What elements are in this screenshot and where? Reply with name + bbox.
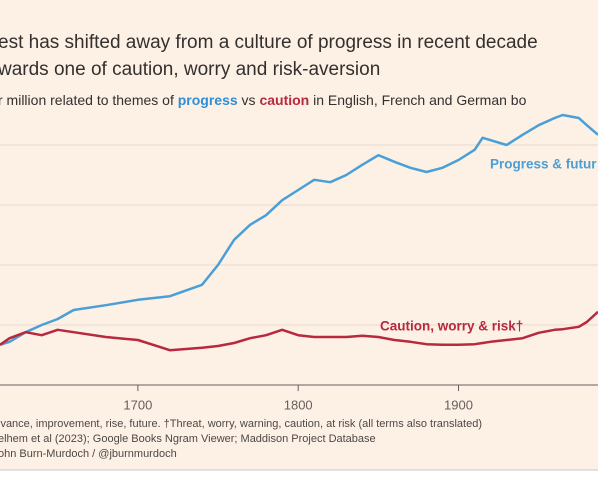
background (0, 0, 598, 470)
series-label: Caution, worry & risk† (380, 319, 523, 334)
subtitle-part: caution (259, 92, 309, 108)
subtitle-part: progress (178, 92, 238, 108)
title-line: wards one of caution, worry and risk-ave… (0, 59, 380, 80)
subtitle-part: in English, French and German bo (309, 92, 526, 108)
subtitle-part: vs (238, 92, 260, 108)
subtitle-part: r million related to themes of (0, 92, 178, 108)
title-line: est has shifted away from a culture of p… (0, 32, 538, 53)
x-tick-label: 1900 (444, 397, 473, 412)
footnote: ohn Burn-Murdoch / @jburnmurdoch (0, 448, 177, 460)
series-line (0, 310, 598, 352)
x-tick-label: 1800 (284, 397, 313, 412)
subtitle: r million related to themes of progress … (0, 92, 527, 108)
series-line (0, 113, 598, 346)
series-label: Progress & futur (490, 157, 597, 172)
x-tick-label: 1700 (123, 397, 152, 412)
footnote: lvance, improvement, rise, future. †Thre… (0, 418, 482, 430)
footnote: elhem et al (2023); Google Books Ngram V… (0, 433, 376, 445)
